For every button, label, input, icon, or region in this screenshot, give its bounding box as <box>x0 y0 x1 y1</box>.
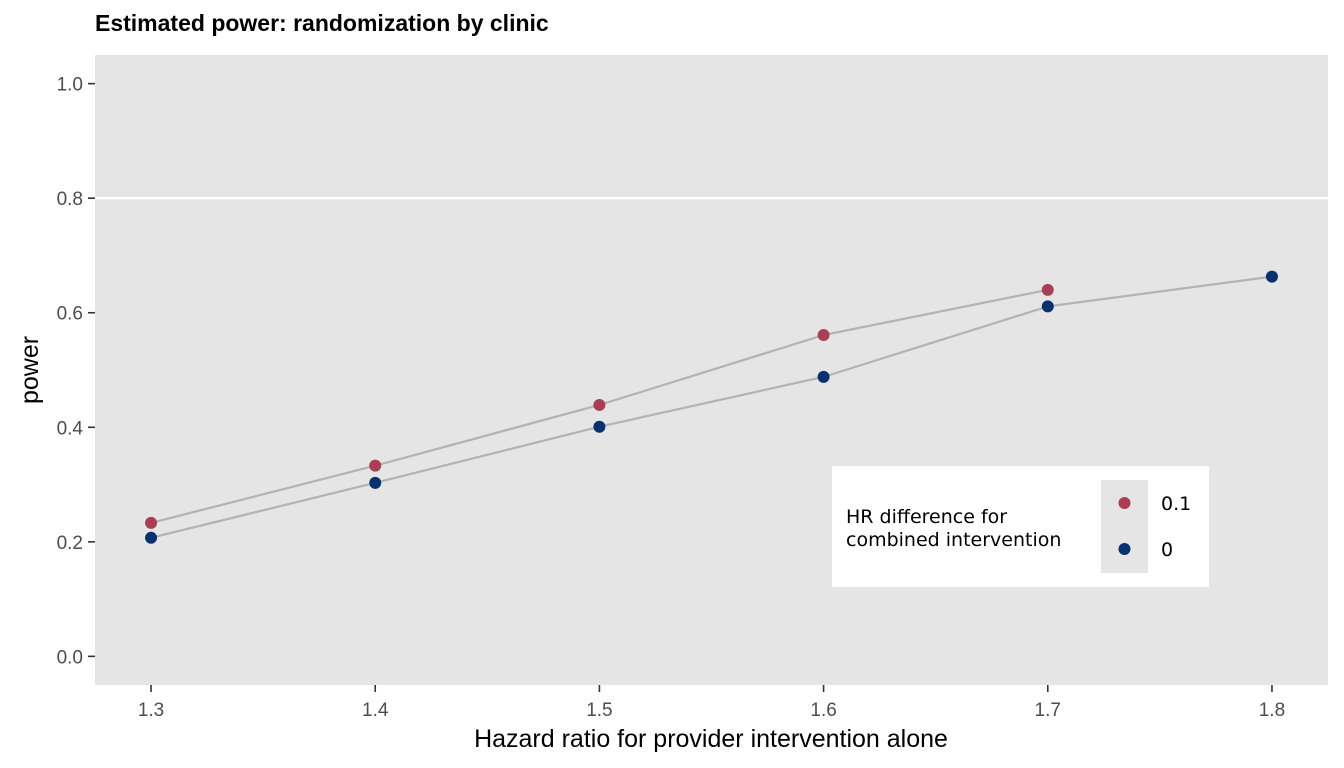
legend-title-line-1: HR difference for <box>846 506 1007 528</box>
y-tick-label: 0.2 <box>57 533 83 554</box>
x-tick-label: 1.8 <box>1259 700 1285 721</box>
y-axis-label: power <box>16 336 44 404</box>
series-line-1 <box>150 275 1273 539</box>
data-point-series-1 <box>817 370 830 383</box>
data-point-series-1 <box>1041 300 1054 313</box>
y-tick-label: 0.4 <box>57 418 84 439</box>
legend-title-line-2: combined intervention <box>846 529 1061 551</box>
legend: HR difference for combined intervention … <box>832 466 1209 587</box>
y-tick-label: 1.0 <box>57 75 83 96</box>
x-axis: 1.3 1.4 1.5 1.6 1.7 1.8 <box>138 685 1285 721</box>
x-tick-label: 1.6 <box>810 700 836 721</box>
data-point-series-1 <box>1265 270 1278 283</box>
x-tick-label: 1.3 <box>138 700 164 721</box>
x-tick-label: 1.4 <box>362 700 389 721</box>
y-axis: 0.0 0.2 0.4 0.6 0.8 1.0 <box>57 75 95 668</box>
legend-key-background <box>1101 480 1148 573</box>
data-point-series-1 <box>593 420 606 433</box>
data-point-series-0 <box>369 459 382 472</box>
data-point-series-0 <box>593 398 606 411</box>
data-point-series-1 <box>369 476 382 489</box>
legend-items: 0.10 <box>1118 493 1191 561</box>
y-tick-label: 0.6 <box>57 304 83 325</box>
chart-title: Estimated power: randomization by clinic <box>95 10 549 36</box>
y-tick-label: 0.8 <box>57 189 83 210</box>
legend-marker-series-1 <box>1118 543 1131 555</box>
x-tick-label: 1.5 <box>586 700 612 721</box>
y-tick-label: 0.0 <box>57 647 83 668</box>
x-axis-label: Hazard ratio for provider intervention a… <box>474 725 948 753</box>
legend-label-series-1: 0 <box>1161 539 1173 561</box>
data-point-series-0 <box>817 329 830 342</box>
legend-label-series-0: 0.1 <box>1161 493 1191 515</box>
data-point-series-1 <box>145 531 158 544</box>
x-tick-label: 1.7 <box>1035 700 1061 721</box>
data-point-series-0 <box>145 516 158 529</box>
data-point-series-0 <box>1041 283 1054 296</box>
legend-marker-series-0 <box>1118 497 1131 509</box>
series-points-layer <box>145 270 1278 544</box>
